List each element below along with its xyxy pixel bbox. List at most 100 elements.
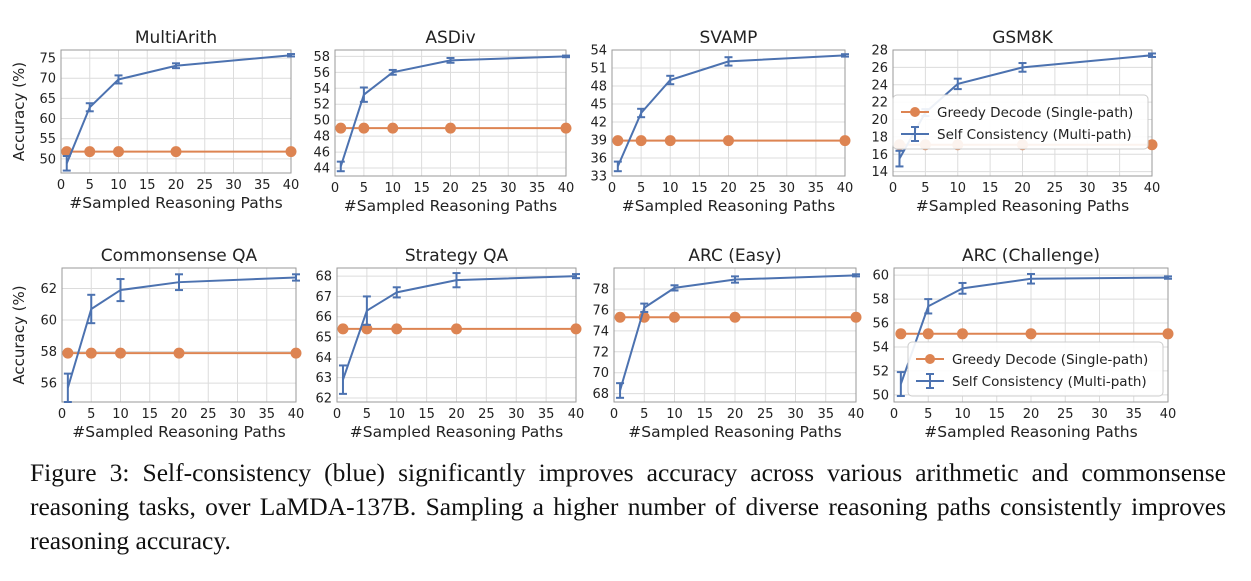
legend-greedy-marker xyxy=(925,354,935,364)
y-tick-label: 76 xyxy=(592,303,609,318)
x-tick-label: 30 xyxy=(225,178,242,193)
x-tick-label: 5 xyxy=(363,407,371,422)
greedy-point xyxy=(391,323,403,335)
y-tick-label: 64 xyxy=(315,351,332,366)
x-tick-label: 40 xyxy=(1160,407,1177,422)
legend-greedy-marker xyxy=(910,107,920,117)
y-tick-label: 70 xyxy=(592,366,609,381)
x-axis-label: #Sampled Reasoning Paths xyxy=(350,423,563,441)
x-tick-label: 0 xyxy=(610,407,618,422)
greedy-point xyxy=(635,135,647,147)
x-tick-label: 10 xyxy=(666,407,683,422)
x-tick-label: 25 xyxy=(471,181,488,196)
y-tick-label: 46 xyxy=(313,146,330,161)
x-tick-label: 10 xyxy=(110,178,127,193)
y-tick-label: 14 xyxy=(871,165,888,180)
x-tick-label: 5 xyxy=(87,407,95,422)
y-tick-label: 60 xyxy=(39,112,56,127)
x-tick-label: 40 xyxy=(558,181,575,196)
x-tick-label: 5 xyxy=(921,181,929,196)
greedy-point xyxy=(669,311,680,323)
y-tick-label: 75 xyxy=(39,52,56,67)
y-tick-label: 44 xyxy=(313,162,330,177)
greedy-point xyxy=(451,323,462,335)
y-tick-label: 16 xyxy=(871,148,888,163)
x-tick-label: 30 xyxy=(1091,407,1108,422)
plot-frame xyxy=(336,267,577,403)
y-tick-label: 33 xyxy=(590,170,607,185)
chart-legend: Greedy Decode (Single-path) Self Consiste… xyxy=(892,94,1149,150)
x-tick-label: 35 xyxy=(808,181,825,196)
chart-title: ASDiv xyxy=(425,28,475,48)
greedy-point xyxy=(445,122,456,134)
y-tick-label: 60 xyxy=(40,314,57,329)
chart-title: Commonsense QA xyxy=(101,246,258,266)
y-tick-label: 56 xyxy=(40,377,57,392)
y-tick-label: 54 xyxy=(590,44,607,59)
x-tick-label: 0 xyxy=(331,181,339,196)
legend-sc-label: Self Consistency (Multi-path) xyxy=(937,127,1132,143)
chart-panel-8: 0 5 10 15 20 25 30 35 40 50 52 54 56 58 60 ARC (Challen… xyxy=(872,246,1176,441)
figure-caption: Figure 3: Self-consistency (blue) signif… xyxy=(30,458,1226,555)
greedy-point xyxy=(1162,328,1174,340)
x-tick-label: 30 xyxy=(229,407,246,422)
legend-sc-label: Self Consistency (Multi-path) xyxy=(952,374,1147,390)
x-tick-label: 10 xyxy=(388,407,405,422)
x-tick-label: 5 xyxy=(924,407,932,422)
chart-title: Strategy QA xyxy=(405,246,509,266)
x-tick-label: 15 xyxy=(988,407,1005,422)
greedy-point xyxy=(614,311,626,323)
greedy-point xyxy=(570,323,582,335)
y-tick-label: 56 xyxy=(313,66,330,81)
x-tick-label: 40 xyxy=(283,178,300,193)
plot-frame xyxy=(60,49,292,174)
x-tick-label: 15 xyxy=(691,181,708,196)
x-tick-label: 10 xyxy=(384,181,401,196)
x-tick-label: 35 xyxy=(254,178,271,193)
chart-title: ARC (Easy) xyxy=(688,246,781,266)
x-tick-label: 15 xyxy=(696,407,713,422)
greedy-point xyxy=(723,135,734,147)
y-tick-label: 52 xyxy=(872,364,889,379)
greedy-point xyxy=(387,122,399,134)
x-tick-label: 20 xyxy=(1023,407,1040,422)
greedy-point xyxy=(337,323,349,335)
greedy-point xyxy=(612,135,624,147)
x-tick-label: 30 xyxy=(508,407,525,422)
x-tick-label: 5 xyxy=(640,407,648,422)
y-tick-label: 48 xyxy=(313,130,330,145)
x-tick-label: 15 xyxy=(139,178,156,193)
x-tick-label: 5 xyxy=(360,181,368,196)
x-tick-label: 40 xyxy=(1144,181,1161,196)
chart-panel-4: 0 5 10 15 20 25 30 35 40 14 16 18 20 22 24 26 28 GSM8K #Sa… xyxy=(871,28,1160,215)
y-tick-label: 60 xyxy=(872,269,889,284)
x-tick-label: 20 xyxy=(720,181,737,196)
y-tick-label: 66 xyxy=(315,310,332,325)
y-tick-label: 62 xyxy=(315,391,332,406)
x-tick-label: 25 xyxy=(478,407,495,422)
x-tick-label: 20 xyxy=(448,407,465,422)
x-tick-label: 25 xyxy=(749,181,766,196)
x-tick-label: 40 xyxy=(848,407,865,422)
y-tick-label: 78 xyxy=(592,282,609,297)
x-tick-label: 15 xyxy=(418,407,435,422)
y-tick-label: 72 xyxy=(592,345,609,360)
x-tick-label: 20 xyxy=(727,407,744,422)
y-tick-label: 45 xyxy=(590,98,607,113)
x-tick-label: 25 xyxy=(196,178,213,193)
x-tick-label: 25 xyxy=(757,407,774,422)
y-tick-label: 63 xyxy=(315,371,332,386)
y-tick-label: 50 xyxy=(313,114,330,129)
legend-greedy-label: Greedy Decode (Single-path) xyxy=(937,105,1133,121)
greedy-point xyxy=(358,122,370,134)
y-tick-label: 28 xyxy=(871,44,888,59)
y-tick-label: 51 xyxy=(590,62,607,77)
y-tick-label: 50 xyxy=(872,388,889,403)
y-tick-label: 70 xyxy=(39,72,56,87)
plot-frame xyxy=(611,49,846,177)
greedy-point xyxy=(84,146,96,158)
x-tick-label: 30 xyxy=(1079,181,1096,196)
chart-title: SVAMP xyxy=(700,28,758,48)
y-axis-label: Accuracy (%) xyxy=(10,62,28,161)
y-tick-label: 65 xyxy=(315,331,332,346)
